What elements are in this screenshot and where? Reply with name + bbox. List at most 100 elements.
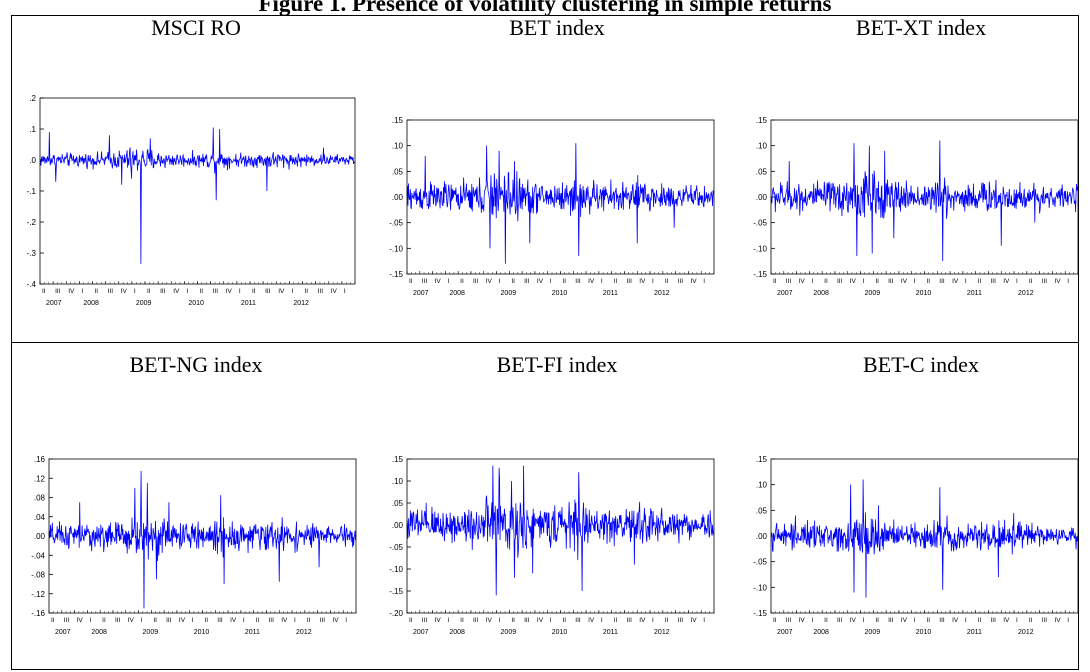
x-year-label: 2008 (813, 629, 829, 636)
x-tick-label: II (824, 278, 828, 285)
x-tick-label: I (447, 617, 449, 624)
x-year-label: 2012 (654, 629, 670, 636)
panel-title-bet-xt: BET-XT index (855, 15, 987, 40)
x-year-label: 2012 (654, 290, 670, 297)
y-tick-label: -.3 (27, 249, 37, 258)
x-year-label: 2010 (552, 290, 568, 297)
x-tick-label: II (614, 617, 618, 624)
y-tick-label: .10 (756, 142, 768, 151)
y-tick-label: .04 (34, 513, 46, 522)
x-tick-label: IV (121, 288, 128, 295)
plot-frame (406, 458, 715, 614)
x-tick-label: IV (537, 278, 544, 285)
x-tick-label: IV (332, 617, 339, 624)
x-tick-label: I (914, 278, 916, 285)
x-year-label: 2007 (777, 290, 793, 297)
x-tick-label: III (575, 278, 581, 285)
x-tick-label: I (1016, 617, 1018, 624)
x-tick-label: IV (537, 617, 544, 624)
x-tick-label: II (252, 288, 256, 295)
panel-title-bet-fi: BET-FI index (496, 352, 618, 377)
x-tick-label: I (134, 288, 136, 295)
x-tick-label: IV (901, 617, 908, 624)
y-tick-label: -.1 (27, 187, 37, 196)
x-tick-label: II (978, 278, 982, 285)
x-tick-label: III (318, 288, 324, 295)
x-tick-label: I (863, 617, 865, 624)
panel-title-bet: BET index (509, 15, 605, 40)
x-tick-label: III (115, 617, 121, 624)
x-year-label: 2012 (293, 300, 309, 307)
x-tick-label: III (626, 278, 632, 285)
x-tick-label: II (95, 288, 99, 295)
x-tick-label: IV (1003, 278, 1010, 285)
panel-title-bet-c: BET-C index (863, 352, 979, 377)
y-tick-label: .16 (34, 455, 46, 464)
x-tick-label: II (147, 288, 151, 295)
x-year-label: 2010 (916, 629, 932, 636)
x-tick-label: IV (226, 288, 233, 295)
x-tick-label: III (939, 278, 945, 285)
y-tick-label: .2 (29, 94, 36, 103)
x-tick-label: III (939, 617, 945, 624)
y-tick-label: -.10 (753, 583, 767, 592)
x-tick-label: IV (588, 617, 595, 624)
panel-title-msci-ro: MSCI RO (151, 15, 241, 40)
x-tick-label: II (305, 288, 309, 295)
x-year-label: 2011 (245, 629, 260, 636)
x-tick-label: I (344, 288, 346, 295)
panel-title-bet-ng: BET-NG index (129, 352, 263, 377)
x-tick-label: I (1067, 617, 1069, 624)
y-tick-label: -.12 (31, 590, 45, 599)
series-line (770, 140, 1078, 262)
x-tick-label: III (678, 617, 684, 624)
x-year-label: 2010 (916, 290, 932, 297)
y-tick-label: .10 (756, 481, 768, 490)
x-tick-label: IV (435, 278, 442, 285)
x-tick-label: IV (799, 278, 806, 285)
x-year-label: 2012 (1018, 629, 1034, 636)
x-year-label: 2010 (552, 629, 568, 636)
x-tick-label: I (703, 278, 705, 285)
x-tick-label: III (160, 288, 166, 295)
y-tick-label: -.15 (389, 270, 403, 279)
x-tick-label: III (786, 617, 792, 624)
x-year-label: 2011 (967, 629, 982, 636)
x-tick-label: III (626, 617, 632, 624)
x-tick-label: IV (639, 617, 646, 624)
x-tick-label: I (652, 617, 654, 624)
x-tick-label: IV (281, 617, 288, 624)
y-tick-label: .00 (756, 532, 768, 541)
y-tick-label: .0 (29, 156, 36, 165)
x-tick-label: I (81, 288, 83, 295)
x-tick-label: II (409, 617, 413, 624)
x-tick-label: III (1042, 278, 1048, 285)
x-tick-label: IV (799, 617, 806, 624)
x-tick-label: II (256, 617, 260, 624)
y-tick-label: -.15 (753, 609, 767, 618)
x-tick-label: III (837, 617, 843, 624)
x-tick-label: II (875, 278, 879, 285)
x-tick-label: III (524, 617, 530, 624)
x-year-label: 2011 (603, 629, 618, 636)
x-tick-label: IV (850, 617, 857, 624)
x-tick-label: II (665, 617, 669, 624)
x-year-label: 2008 (449, 629, 465, 636)
x-tick-label: I (965, 617, 967, 624)
x-tick-label: I (294, 617, 296, 624)
x-tick-label: IV (1054, 617, 1061, 624)
x-tick-label: I (550, 278, 552, 285)
x-tick-label: I (863, 278, 865, 285)
x-year-label: 2008 (83, 300, 99, 307)
x-tick-label: I (186, 288, 188, 295)
x-tick-label: II (409, 278, 413, 285)
series-line (39, 127, 355, 264)
x-tick-label: II (665, 278, 669, 285)
x-year-label: 2007 (413, 290, 429, 297)
x-year-label: 2011 (967, 290, 982, 297)
x-tick-label: I (652, 278, 654, 285)
x-tick-label: I (1067, 278, 1069, 285)
x-year-label: 2009 (865, 290, 881, 297)
